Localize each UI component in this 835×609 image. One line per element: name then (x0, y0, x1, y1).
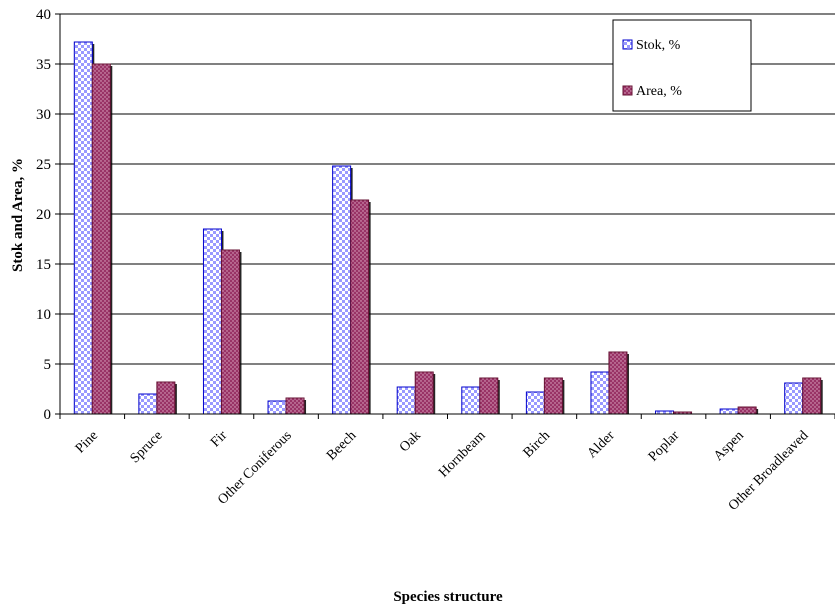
y-tick-label: 20 (36, 207, 51, 223)
axes (55, 13, 835, 419)
bar-stok (267, 400, 287, 415)
bar-area (350, 199, 370, 415)
bar-stok (784, 382, 804, 415)
x-tick-label: Alder (585, 428, 618, 461)
bar-stok (590, 371, 610, 415)
bar-stok (202, 228, 222, 415)
bar-stok (138, 393, 158, 415)
bar-area (543, 377, 563, 415)
legend-swatch-stok (622, 39, 633, 50)
y-tick-labels: 0 5 10 15 20 25 30 35 40 (36, 7, 51, 423)
bar-area (802, 377, 822, 415)
y-tick-label: 40 (36, 7, 51, 23)
bar-area (414, 371, 434, 415)
bar-stok (396, 386, 416, 415)
x-tick-label: Aspen (711, 428, 747, 464)
y-tick-label: 5 (44, 357, 52, 373)
bar-area (608, 351, 628, 415)
x-axis-title: Species structure (393, 589, 503, 605)
x-tick-label: Oak (397, 428, 424, 455)
bar-area (91, 63, 111, 415)
bar-area (479, 377, 499, 415)
x-tick-label: Hornbeam (436, 428, 488, 480)
y-tick-label: 10 (36, 307, 51, 323)
gridlines (60, 13, 835, 365)
bar-area (220, 249, 240, 415)
y-tick-label: 25 (36, 157, 51, 173)
legend-swatch-area (622, 85, 633, 96)
bar-stok (73, 41, 93, 415)
x-tick-label: Birch (521, 428, 554, 461)
legend: Stok, % Area, % (612, 19, 752, 112)
y-axis-title: Stok and Area, % (10, 158, 26, 272)
x-tick-label: Fir (208, 428, 230, 450)
legend-label-stok: Stok, % (636, 38, 681, 53)
bar-area (285, 397, 305, 415)
x-tick-label: Poplar (646, 428, 683, 465)
y-tick-label: 35 (36, 57, 51, 73)
x-tick-label: Spruce (128, 428, 166, 466)
bar-stok (461, 386, 481, 415)
bar-area (737, 406, 757, 415)
bar-area (156, 381, 176, 415)
legend-label-area: Area, % (636, 84, 682, 99)
bar-stok (332, 165, 352, 415)
bar-stok (719, 408, 739, 415)
x-tick-label: Pine (73, 428, 101, 456)
x-tick-label: Beech (324, 428, 359, 463)
bar-stok (525, 391, 545, 415)
y-tick-label: 30 (36, 107, 51, 123)
y-tick-label: 0 (44, 407, 52, 423)
legend-box (612, 19, 752, 112)
y-tick-label: 15 (36, 257, 51, 273)
